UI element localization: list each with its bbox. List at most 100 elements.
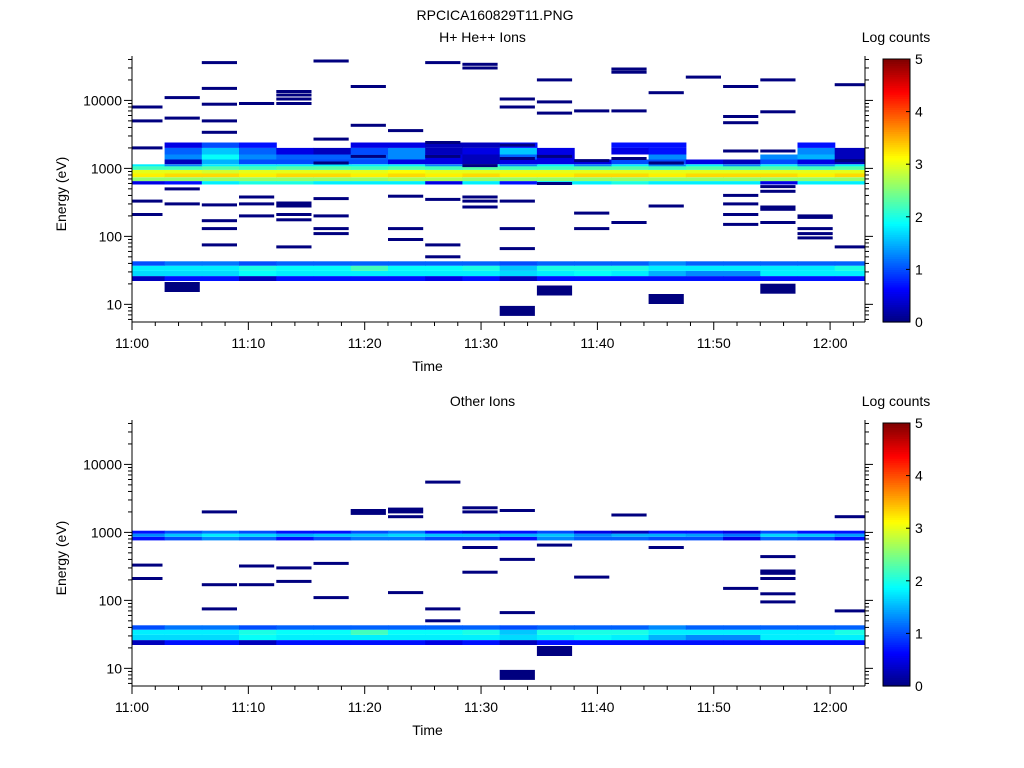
cell-band12-t14 (648, 147, 687, 155)
colorbar-step (883, 94, 910, 97)
cell-band5-t18 (797, 533, 836, 537)
colorbar-step (883, 284, 910, 288)
colorbar-step (883, 543, 910, 547)
sparse-cell-2-1 (201, 227, 237, 231)
colorbar-step (883, 131, 910, 135)
colorbar-step (883, 249, 910, 253)
cell-band1-t3 (239, 634, 277, 641)
cell-band3-t7 (388, 261, 426, 266)
cell-band3-t15 (685, 261, 724, 266)
cell-band10-t16 (723, 159, 761, 165)
cell-band7-t9 (462, 169, 501, 174)
cell-band5-t4 (276, 177, 315, 182)
cell-band10-t9 (462, 159, 501, 165)
colorbar-step (883, 289, 910, 292)
sparse-cell-9-3 (499, 509, 535, 512)
sparse-cell-12-0 (574, 227, 610, 231)
colorbar-step (883, 670, 910, 674)
cell-band4-t1 (164, 181, 203, 185)
colorbar-step (883, 135, 910, 139)
colorbar-step (883, 100, 910, 104)
colorbar-step (883, 653, 910, 656)
colorbar-step (883, 159, 910, 163)
x-tick-label: 11:00 (115, 335, 149, 351)
colorbar-step (883, 440, 910, 444)
x-tick-label: 11:50 (697, 699, 731, 715)
x-tick-label: 11:10 (231, 335, 265, 351)
cell-band0-t15 (685, 276, 724, 281)
cell-band2-t9 (462, 629, 501, 635)
cell-band11-t1 (164, 154, 203, 160)
colorbar-step (883, 433, 910, 437)
colorbar-step (883, 280, 910, 284)
cell-band8-t3 (239, 166, 277, 170)
sparse-cell-2-0 (201, 243, 237, 247)
sparse-cell-0-0 (132, 213, 163, 216)
sparse-cell-3-3 (239, 102, 275, 105)
sparse-cell-15-5 (760, 555, 796, 559)
colorbar-step (883, 260, 910, 264)
cell-band9-t3 (239, 164, 277, 167)
colorbar-step (883, 539, 910, 542)
colorbar-step (883, 545, 910, 549)
colorbar-step (883, 561, 910, 564)
cell-band8-t0 (132, 166, 166, 170)
cell-band1-t2 (201, 270, 240, 277)
cell-band10-t8 (425, 159, 463, 165)
sparse-cell-2-8 (201, 61, 237, 65)
colorbar-step (883, 637, 910, 641)
cell-band1-t5 (313, 634, 352, 641)
colorbar-step (883, 111, 910, 115)
cell-band8-t17 (760, 166, 799, 170)
cell-band5-t8 (425, 533, 463, 537)
cell-band2-t16 (723, 629, 761, 635)
colorbar-step (883, 582, 910, 586)
colorbar-step (883, 72, 910, 75)
cell-band0-t8 (425, 276, 463, 281)
sparse-cell-17-6 (760, 149, 796, 153)
colorbar-step (883, 232, 910, 235)
cell-band0-t19 (834, 276, 865, 281)
colorbar-step (883, 455, 910, 459)
colorbar-step (883, 177, 910, 181)
cell-band12-t3 (239, 147, 277, 155)
sparse-cell-4-6 (276, 97, 312, 101)
colorbar-step (883, 578, 910, 582)
cell-band4-t7 (388, 181, 426, 185)
colorbar-step (883, 256, 910, 260)
cell-band5-t4 (276, 533, 315, 537)
cell-band1-t15 (685, 634, 724, 641)
cell-band4-t12 (574, 181, 612, 185)
cell-band5-t11 (536, 533, 575, 537)
sparse-cell-15-0 (685, 75, 721, 79)
cell-band9-t14 (648, 164, 687, 167)
x-tick-label: 12:00 (813, 335, 848, 351)
colorbar-step (883, 175, 910, 178)
cell-band3-t6 (350, 625, 389, 630)
colorbar-step (883, 258, 910, 262)
colorbar-step (883, 530, 910, 534)
sparse-cell-3-1 (239, 202, 275, 206)
cell-band4-t15 (685, 536, 724, 541)
cell-band6-t12 (574, 173, 612, 178)
sparse-cell-18-1 (797, 232, 833, 236)
x-tick-label: 11:20 (348, 335, 382, 351)
cell-band3-t2 (201, 625, 240, 630)
cell-band2-t12 (574, 265, 612, 271)
cell-band2-t9 (462, 265, 501, 271)
colorbar-step (883, 311, 910, 314)
colorbar-step (883, 532, 910, 536)
sparse-cell-19-2 (834, 83, 865, 87)
cell-band10-t18 (797, 159, 836, 165)
cell-band0-t4 (276, 276, 315, 281)
colorbar-step (883, 655, 910, 659)
cell-band11-t19 (834, 154, 865, 160)
sparse-cell-8-4 (425, 141, 461, 144)
cell-band6-t13 (611, 173, 650, 178)
cell-band10-t13 (611, 159, 650, 165)
cell-band4-t16 (723, 536, 761, 541)
cell-band3-t13 (611, 261, 650, 266)
sparse-cell-1-1 (201, 583, 237, 587)
cell-band0-t7 (388, 640, 426, 645)
